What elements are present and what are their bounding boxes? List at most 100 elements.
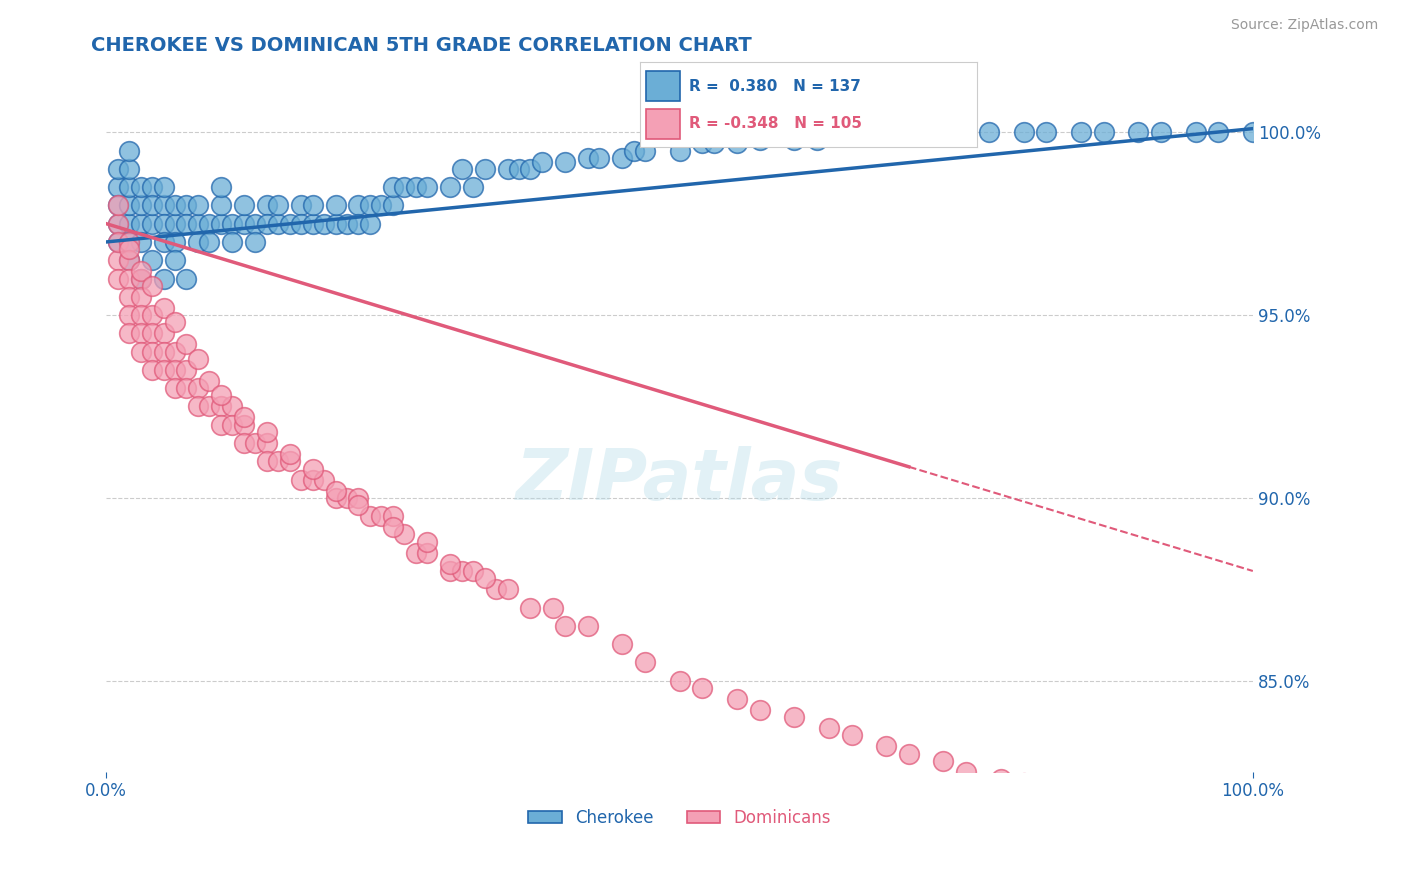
Point bbox=[1035, 125, 1057, 139]
Point bbox=[107, 217, 129, 231]
Point bbox=[198, 217, 221, 231]
Point bbox=[141, 198, 163, 212]
Point bbox=[221, 400, 243, 414]
Point bbox=[817, 721, 839, 735]
Point bbox=[232, 198, 254, 212]
Point bbox=[152, 198, 174, 212]
Point bbox=[692, 681, 714, 695]
Point bbox=[347, 217, 370, 231]
Point bbox=[290, 198, 312, 212]
Point bbox=[129, 198, 152, 212]
Point bbox=[588, 151, 610, 165]
Point bbox=[725, 692, 748, 706]
Point bbox=[118, 242, 141, 256]
Point bbox=[129, 271, 152, 285]
Point bbox=[118, 308, 141, 322]
Point bbox=[612, 637, 634, 651]
Point bbox=[748, 703, 770, 717]
Point bbox=[107, 180, 129, 194]
Point bbox=[381, 509, 404, 524]
Point bbox=[783, 710, 806, 724]
Point bbox=[450, 161, 472, 176]
Point bbox=[347, 498, 370, 512]
Point bbox=[118, 198, 141, 212]
Point bbox=[267, 217, 290, 231]
Text: CHEROKEE VS DOMINICAN 5TH GRADE CORRELATION CHART: CHEROKEE VS DOMINICAN 5TH GRADE CORRELAT… bbox=[91, 36, 752, 54]
Point bbox=[163, 235, 186, 249]
Point bbox=[1070, 790, 1092, 805]
Point bbox=[163, 198, 186, 212]
Point bbox=[107, 235, 129, 249]
Point bbox=[118, 217, 141, 231]
Point bbox=[370, 509, 392, 524]
Point bbox=[176, 363, 198, 377]
Point bbox=[519, 161, 541, 176]
Point bbox=[141, 217, 163, 231]
Point bbox=[463, 180, 485, 194]
Point bbox=[314, 217, 336, 231]
Point bbox=[439, 180, 461, 194]
Point bbox=[1012, 125, 1035, 139]
Point bbox=[107, 198, 129, 212]
Point bbox=[863, 128, 886, 143]
Point bbox=[107, 235, 129, 249]
Point bbox=[817, 128, 839, 143]
Point bbox=[152, 271, 174, 285]
Point bbox=[668, 144, 690, 158]
Text: ZIPatlas: ZIPatlas bbox=[516, 446, 844, 515]
Point bbox=[141, 344, 163, 359]
Text: Source: ZipAtlas.com: Source: ZipAtlas.com bbox=[1230, 18, 1378, 32]
Point bbox=[1092, 125, 1115, 139]
Point bbox=[152, 363, 174, 377]
Point bbox=[221, 417, 243, 432]
Point bbox=[474, 161, 496, 176]
Point bbox=[1241, 813, 1264, 827]
Point bbox=[129, 264, 152, 278]
Point bbox=[496, 161, 519, 176]
Point bbox=[187, 235, 209, 249]
Point bbox=[519, 600, 541, 615]
Point bbox=[118, 271, 141, 285]
Point bbox=[152, 180, 174, 194]
Point bbox=[336, 491, 359, 505]
Point bbox=[176, 381, 198, 395]
Point bbox=[141, 278, 163, 293]
Point bbox=[118, 235, 141, 249]
Point bbox=[118, 235, 141, 249]
Point bbox=[141, 180, 163, 194]
Point bbox=[141, 253, 163, 268]
Point bbox=[841, 128, 863, 143]
Point bbox=[118, 253, 141, 268]
Point bbox=[209, 217, 232, 231]
Point bbox=[897, 125, 920, 139]
Point bbox=[1128, 797, 1150, 812]
Point bbox=[394, 527, 416, 541]
Point bbox=[725, 136, 748, 151]
Point bbox=[612, 151, 634, 165]
Point bbox=[554, 619, 576, 633]
Point bbox=[439, 564, 461, 578]
Point bbox=[187, 400, 209, 414]
Point bbox=[245, 217, 267, 231]
Point bbox=[187, 351, 209, 366]
Point bbox=[256, 217, 278, 231]
Point bbox=[1092, 794, 1115, 808]
Point bbox=[1070, 125, 1092, 139]
Point bbox=[623, 144, 645, 158]
Point bbox=[496, 582, 519, 597]
Point bbox=[107, 217, 129, 231]
Point bbox=[290, 217, 312, 231]
Point bbox=[256, 454, 278, 468]
Point bbox=[176, 217, 198, 231]
Point bbox=[381, 180, 404, 194]
Legend: Cherokee, Dominicans: Cherokee, Dominicans bbox=[522, 802, 838, 833]
Point bbox=[107, 271, 129, 285]
Point bbox=[152, 301, 174, 315]
Point bbox=[209, 198, 232, 212]
Point bbox=[176, 337, 198, 351]
Point bbox=[301, 198, 323, 212]
Point bbox=[921, 125, 943, 139]
Point bbox=[325, 198, 347, 212]
Point bbox=[416, 180, 439, 194]
Point bbox=[118, 144, 141, 158]
